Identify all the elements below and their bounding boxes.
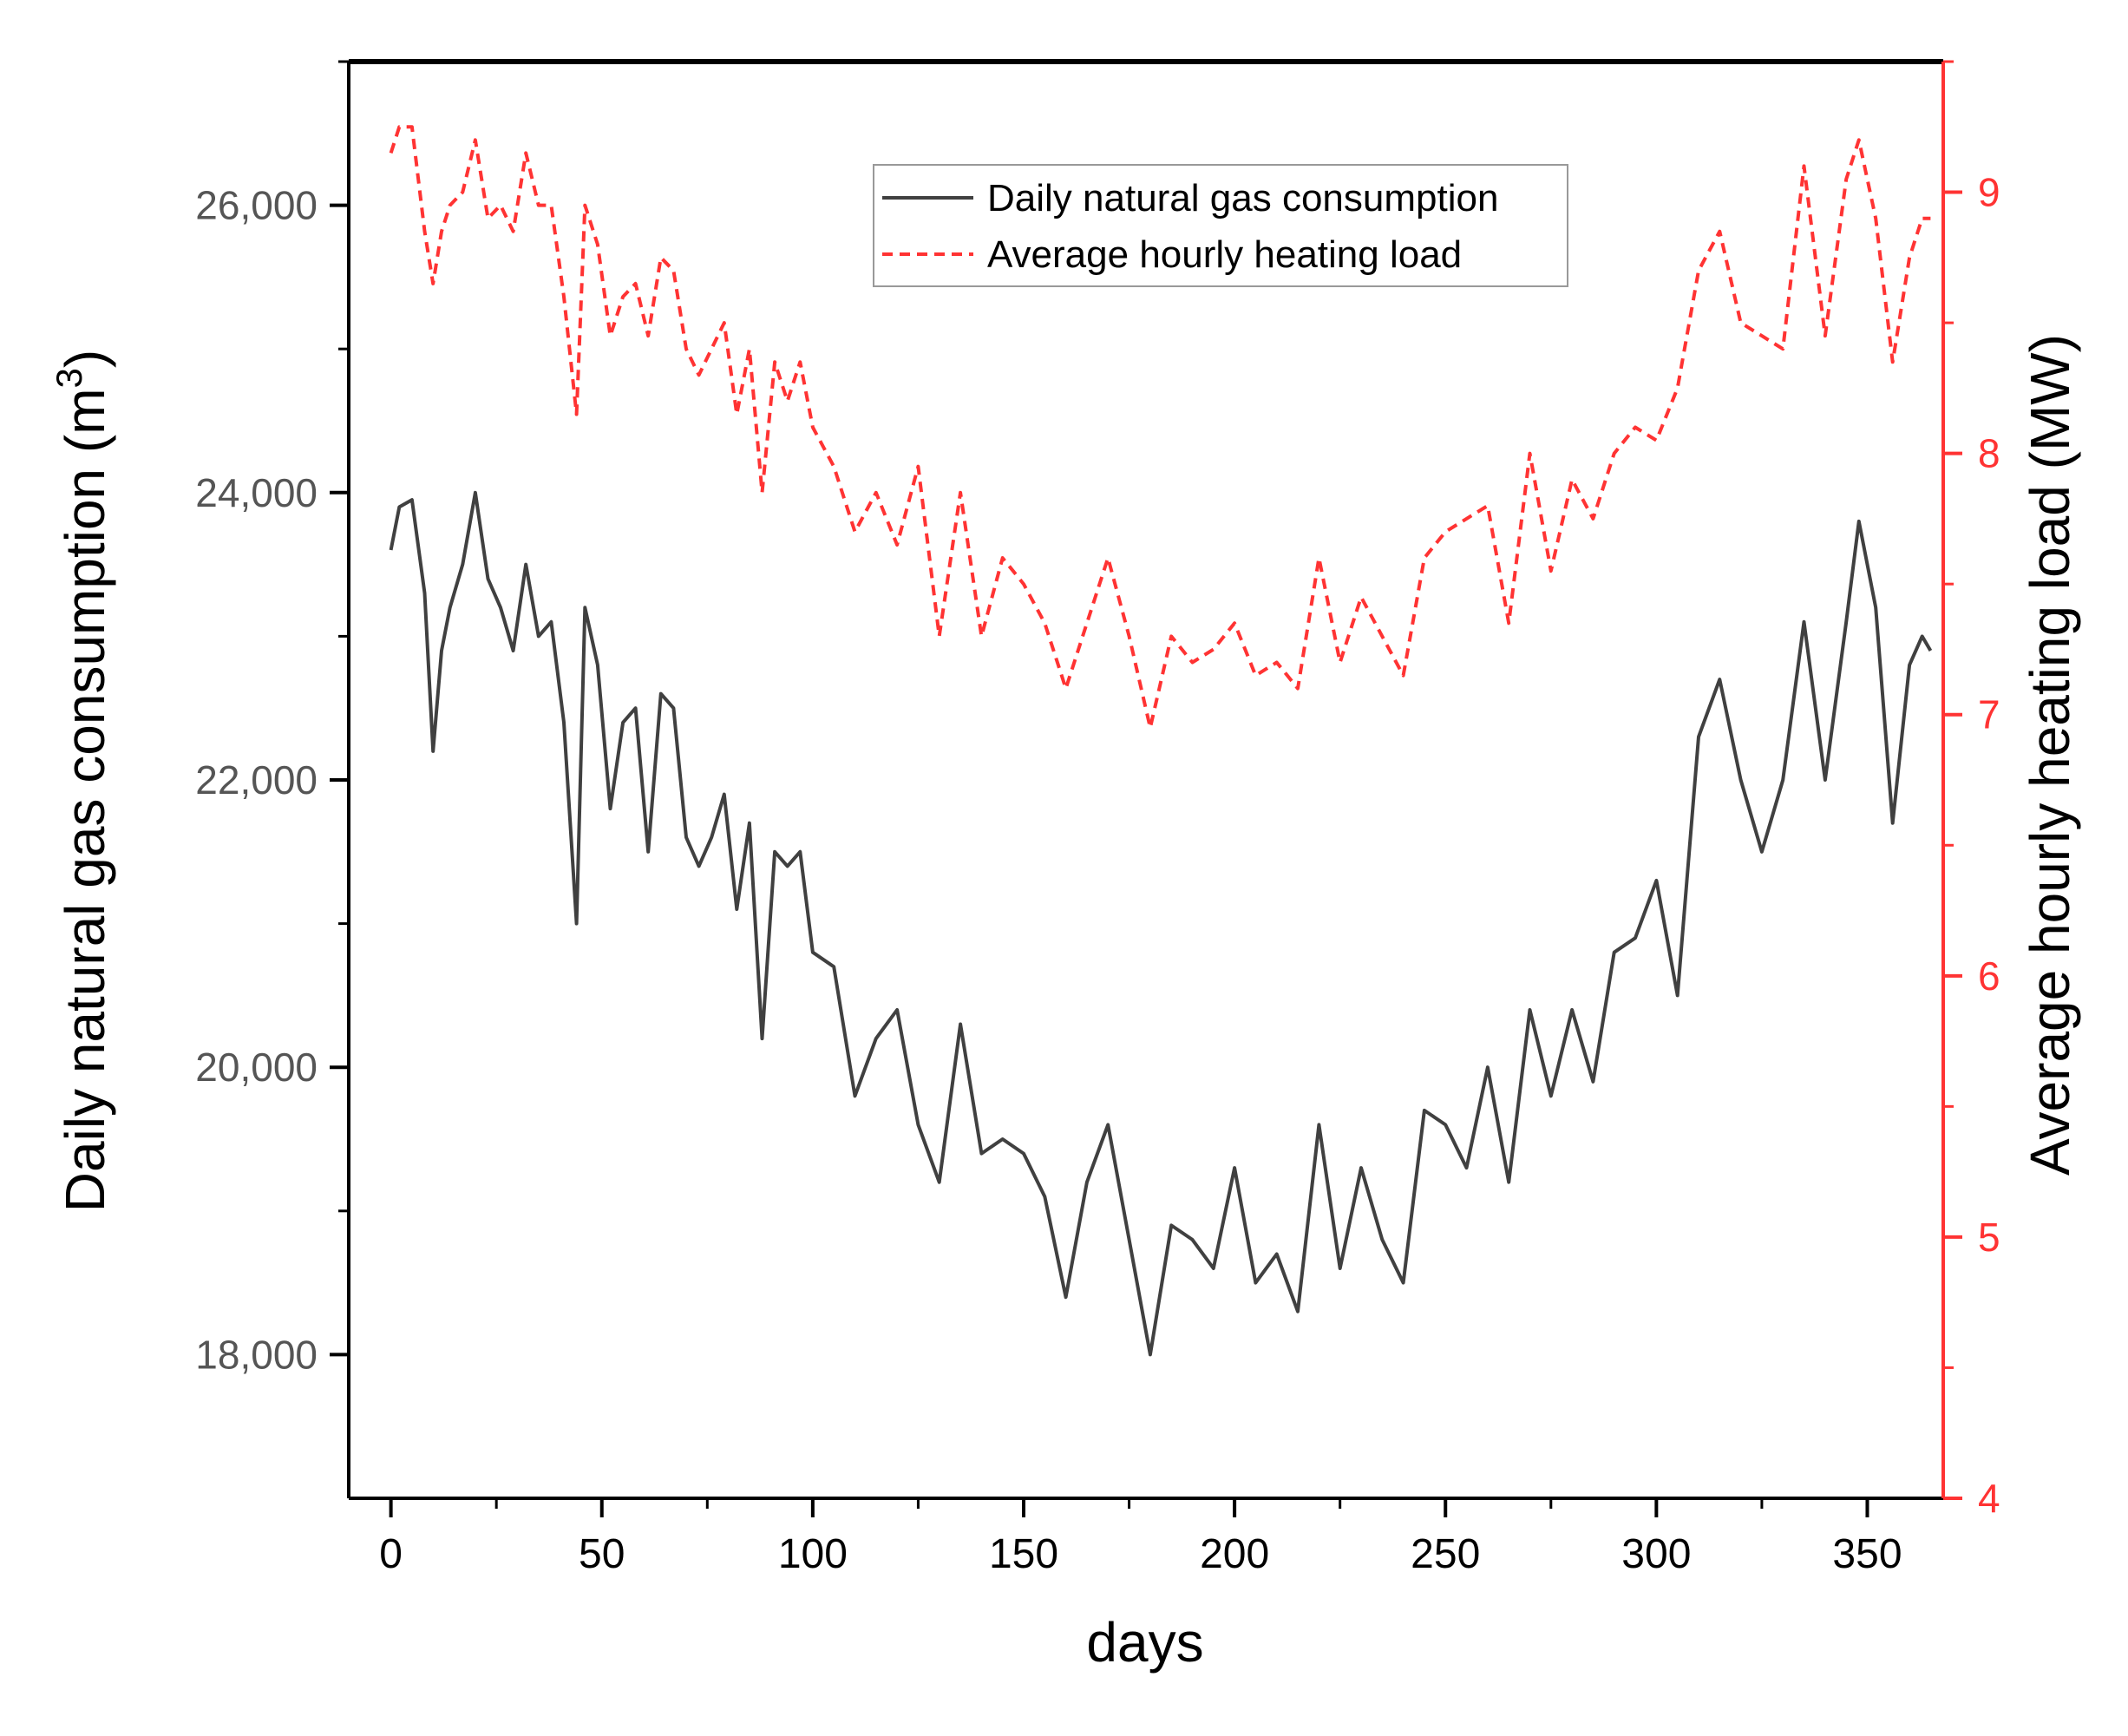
left-axis-title-main: Daily natural gas consumption (m (54, 388, 116, 1212)
y-left-tick-label-26000: 26,000 (195, 183, 318, 228)
x-tick-label-100: 100 (778, 1531, 848, 1577)
series-line-heating-load (389, 125, 1931, 730)
x-tick-label-300: 300 (1621, 1531, 1691, 1577)
y-left-tick-label-22000: 22,000 (195, 757, 318, 802)
y-left-tick-label-20000: 20,000 (195, 1045, 318, 1090)
legend-label-gas: Daily natural gas consumption (987, 177, 1498, 219)
x-tick-label-200: 200 (1200, 1531, 1269, 1577)
y-left-tick-label-18000: 18,000 (195, 1332, 318, 1377)
x-tick-label-250: 250 (1411, 1531, 1480, 1577)
x-tick-label-0: 0 (379, 1531, 403, 1577)
left-axis-title-superscript: 3 (49, 368, 89, 388)
x-axis-title: days (1086, 1611, 1203, 1674)
x-tick-label-50: 50 (579, 1531, 625, 1577)
x-tick-label-150: 150 (989, 1531, 1058, 1577)
y-right-tick-label-5: 5 (1978, 1215, 2000, 1260)
y-right-tick-label-9: 9 (1978, 170, 2000, 215)
y-right-tick-label-6: 6 (1978, 953, 2000, 999)
x-tick-label-350: 350 (1832, 1531, 1902, 1577)
tick-marks (330, 60, 1962, 1517)
legend: Daily natural gas consumption Average ho… (873, 164, 1568, 287)
y-right-tick-label-7: 7 (1978, 692, 2000, 737)
y-right-tick-label-4: 4 (1978, 1476, 2000, 1521)
y-left-tick-label-24000: 24,000 (195, 470, 318, 515)
right-axis-title: Average hourly heating load (MW) (2019, 334, 2081, 1176)
series-line-gas-consumption (389, 490, 1933, 1357)
left-axis-title-close: ) (54, 350, 116, 368)
left-axis-title: Daily natural gas consumption (m3) (49, 350, 116, 1212)
tick-labels: 0 50 100 150 200 250 300 350 18,000 20,000 22,000 2… (195, 170, 2000, 1577)
plot-series (389, 125, 1933, 1357)
y-right-tick-label-8: 8 (1978, 431, 2000, 476)
legend-label-heat: Average hourly heating load (987, 233, 1462, 276)
legend-box (873, 164, 1568, 287)
